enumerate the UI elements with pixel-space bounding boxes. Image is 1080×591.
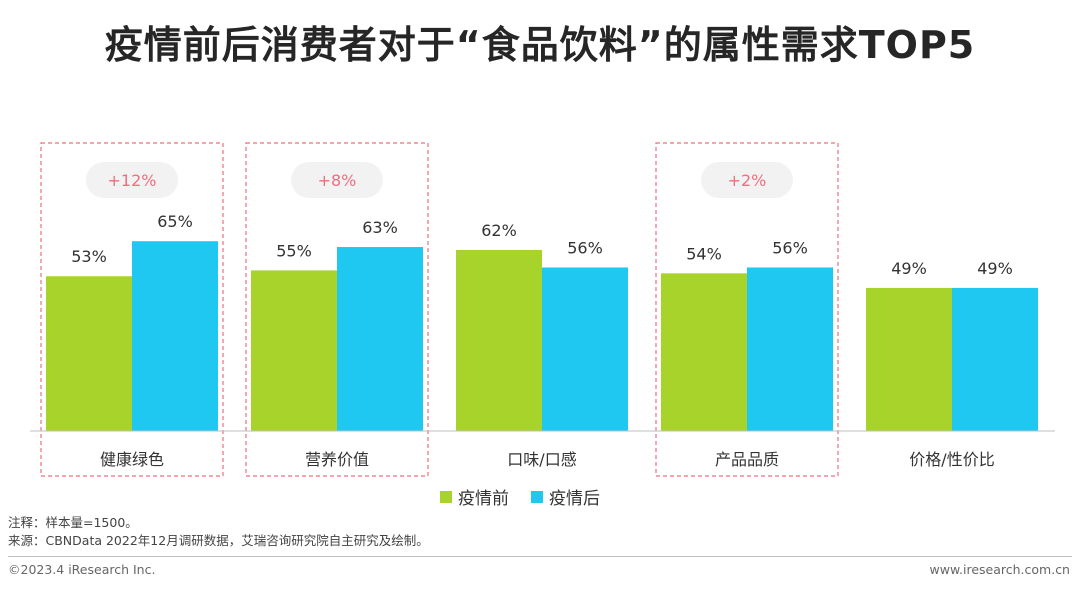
bar [337, 247, 423, 431]
legend-item-after: 疫情后 [531, 484, 600, 509]
data-label: 55% [276, 241, 312, 260]
highlight-box [655, 142, 839, 477]
change-pill [291, 162, 383, 198]
chart-title: 疫情前后消费者对于“食品饮料”的属性需求TOP5 [104, 23, 976, 67]
change-pill [701, 162, 793, 198]
data-label: 56% [772, 238, 808, 257]
highlight-box [245, 142, 429, 477]
category-label: 价格/性价比 [909, 450, 994, 469]
footer-divider [8, 556, 1072, 557]
legend-swatch-before [440, 490, 452, 503]
bar [542, 267, 628, 431]
legend: 疫情前 疫情后 [440, 484, 600, 509]
category-label: 产品品质 [715, 450, 779, 469]
bar [132, 241, 218, 431]
bar [661, 273, 747, 431]
bar [456, 249, 542, 431]
legend-label-before: 疫情前 [458, 489, 509, 509]
data-label: 65% [157, 212, 193, 231]
legend-item-before: 疫情前 [440, 484, 509, 509]
bar [251, 270, 337, 431]
copyright: ©2023.4 iResearch Inc. [8, 562, 156, 577]
change-label: +12% [108, 171, 157, 190]
category-label: 营养价值 [305, 450, 369, 469]
data-label: 53% [71, 247, 107, 266]
data-label: 63% [362, 218, 398, 237]
bar [46, 276, 132, 431]
change-label: +8% [318, 171, 357, 190]
change-label: +2% [728, 171, 767, 190]
bar [866, 287, 952, 431]
bar [747, 267, 833, 431]
category-label: 健康绿色 [100, 450, 164, 469]
data-label: 49% [977, 259, 1013, 278]
change-pill [86, 162, 178, 198]
data-label: 62% [481, 221, 517, 240]
note-sample: 注释：样本量=1500。 [8, 515, 138, 530]
legend-label-after: 疫情后 [549, 489, 600, 509]
highlight-box [40, 142, 224, 477]
bar-chart: +12% +8% +2% 53% 65% 健康绿色 55% 63% 营养价值 62% 56% 口味/口… [30, 142, 1055, 477]
website: www.iresearch.com.cn [929, 562, 1071, 577]
notes: 注释：样本量=1500。 来源：CBNData 2022年12月调研数据，艾瑞咨… [8, 514, 429, 550]
note-source: 来源：CBNData 2022年12月调研数据，艾瑞咨询研究院自主研究及绘制。 [8, 533, 429, 548]
data-label: 56% [567, 238, 603, 257]
bar [952, 287, 1038, 431]
data-label: 54% [686, 244, 722, 263]
category-label: 口味/口感 [507, 450, 576, 469]
legend-swatch-after [531, 490, 543, 503]
data-label: 49% [891, 259, 927, 278]
